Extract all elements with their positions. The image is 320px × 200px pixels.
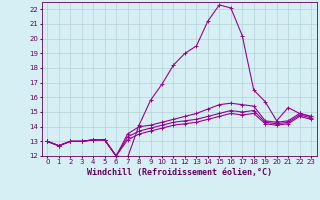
- X-axis label: Windchill (Refroidissement éolien,°C): Windchill (Refroidissement éolien,°C): [87, 168, 272, 177]
